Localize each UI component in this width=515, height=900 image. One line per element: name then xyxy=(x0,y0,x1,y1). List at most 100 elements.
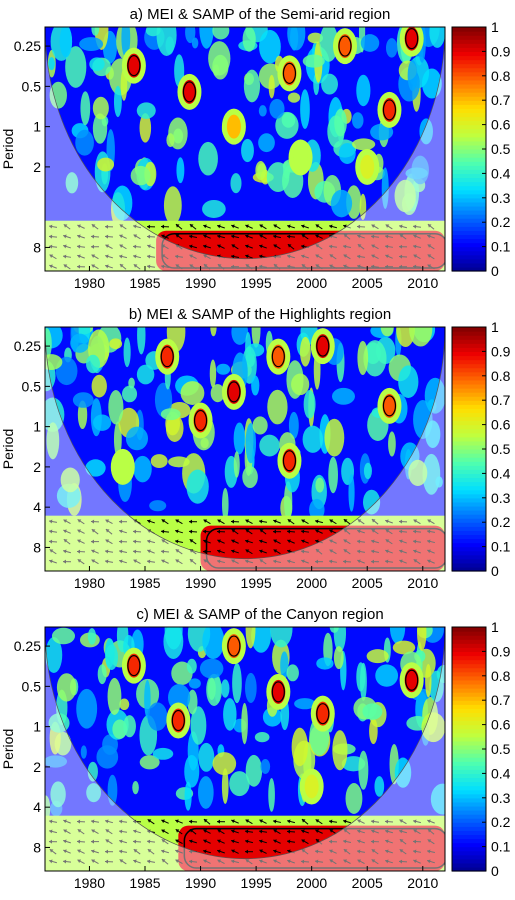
hotspot-contour xyxy=(182,81,197,103)
coherence-blob xyxy=(197,776,214,809)
phase-arrow xyxy=(133,848,141,855)
phase-arrow xyxy=(189,264,197,270)
phase-arrow xyxy=(90,519,100,524)
colorbar-segment xyxy=(452,116,486,122)
colorbar-segment xyxy=(452,854,486,860)
colorbar-segment xyxy=(452,400,486,405)
phase-arrow xyxy=(301,224,309,229)
coherence-blob xyxy=(199,658,224,679)
phase-arrow xyxy=(230,234,240,239)
phase-arrow xyxy=(63,264,71,270)
phase-arrow xyxy=(132,244,142,249)
phase-arrow xyxy=(245,529,253,535)
colorbar-segment xyxy=(452,75,486,81)
phase-arrow xyxy=(328,559,338,564)
coherence-blob xyxy=(188,678,201,689)
colorbar-segment xyxy=(452,789,486,795)
phase-arrow xyxy=(49,549,57,555)
colorbar-segment xyxy=(452,335,486,340)
phase-arrow xyxy=(329,849,337,854)
phase-arrow xyxy=(329,519,337,525)
coherence-blob xyxy=(299,336,311,367)
phase-arrow xyxy=(399,838,407,845)
colorbar-tick-label: 0.8 xyxy=(491,368,511,384)
coherence-blob xyxy=(132,780,139,795)
coherence-blob xyxy=(198,141,218,176)
y-tick-label: 8 xyxy=(33,839,41,855)
colorbar-segment xyxy=(452,258,486,264)
phase-arrow xyxy=(175,849,183,854)
colorbar-tick-label: 0.6 xyxy=(491,717,511,733)
phase-arrow xyxy=(63,519,71,525)
phase-arrow xyxy=(343,254,351,260)
colorbar-tick-label: 0.4 xyxy=(491,765,511,781)
x-tick-label: 2010 xyxy=(407,875,438,891)
phase-arrow xyxy=(273,859,281,864)
phase-arrow xyxy=(188,859,198,864)
colorbar-segment xyxy=(452,449,486,454)
coherence-blob xyxy=(245,423,257,464)
colorbar-segment xyxy=(452,716,486,722)
colorbar-tick-label: 0.9 xyxy=(491,343,511,359)
colorbar-segment xyxy=(452,88,486,93)
phase-arrow xyxy=(161,849,169,854)
phase-arrow xyxy=(357,518,365,525)
phase-arrow xyxy=(272,234,282,239)
coherence-blob xyxy=(97,664,107,685)
y-tick-label: 1 xyxy=(33,119,41,135)
coherence-blob xyxy=(280,651,289,679)
coherence-blob xyxy=(125,426,149,451)
phase-arrow xyxy=(259,224,267,230)
coherence-blob xyxy=(303,390,316,419)
colorbar-segment xyxy=(452,79,486,85)
colorbar-segment xyxy=(452,850,486,856)
colorbar-segment xyxy=(452,128,486,134)
hotspot-contour xyxy=(282,450,297,472)
coherence-blob xyxy=(287,92,301,103)
coherence-blob xyxy=(119,698,130,711)
coherence-blob xyxy=(91,374,107,398)
colorbar-segment xyxy=(452,140,486,146)
coherence-blob xyxy=(421,712,445,743)
y-tick-label: 8 xyxy=(33,239,41,255)
x-tick-label: 1990 xyxy=(185,275,216,291)
phase-arrow xyxy=(175,819,183,824)
phase-arrow xyxy=(217,263,225,270)
phase-arrow xyxy=(175,529,183,534)
colorbar-segment xyxy=(452,432,486,438)
phase-arrow xyxy=(371,529,379,535)
coherence-blob xyxy=(65,172,79,194)
phase-arrow xyxy=(161,254,169,260)
colorbar-tick-label: 0.9 xyxy=(491,643,511,659)
phase-arrow xyxy=(188,519,198,524)
colorbar-segment xyxy=(452,493,486,499)
colorbar-segment xyxy=(452,51,486,57)
phase-arrow xyxy=(231,224,239,229)
x-tick-label: 1985 xyxy=(129,275,160,291)
colorbar-segment xyxy=(452,688,486,693)
hotspot-core xyxy=(226,634,241,659)
phase-arrow xyxy=(91,829,99,835)
colorbar-segment xyxy=(452,700,486,705)
phase-arrow xyxy=(343,539,351,545)
colorbar-segment xyxy=(452,63,486,69)
phase-arrow xyxy=(231,528,239,535)
x-tick-label: 1990 xyxy=(185,575,216,591)
colorbar-segment xyxy=(452,659,486,665)
phase-arrow xyxy=(398,244,408,249)
coherence-blob xyxy=(381,167,389,209)
hotspot-core xyxy=(304,774,319,799)
colorbar-segment xyxy=(452,639,486,644)
colorbar-segment xyxy=(452,679,486,685)
phase-arrow xyxy=(427,859,435,864)
phase-arrow xyxy=(160,264,170,269)
phase-arrow xyxy=(161,838,169,845)
hotspot-core xyxy=(271,344,286,369)
phase-arrow xyxy=(119,263,127,270)
phase-arrow xyxy=(370,264,380,269)
phase-arrow xyxy=(259,839,267,844)
phase-arrow xyxy=(216,234,226,239)
phase-arrow xyxy=(105,528,113,535)
phase-arrow xyxy=(230,859,240,864)
phase-arrow xyxy=(119,529,127,534)
